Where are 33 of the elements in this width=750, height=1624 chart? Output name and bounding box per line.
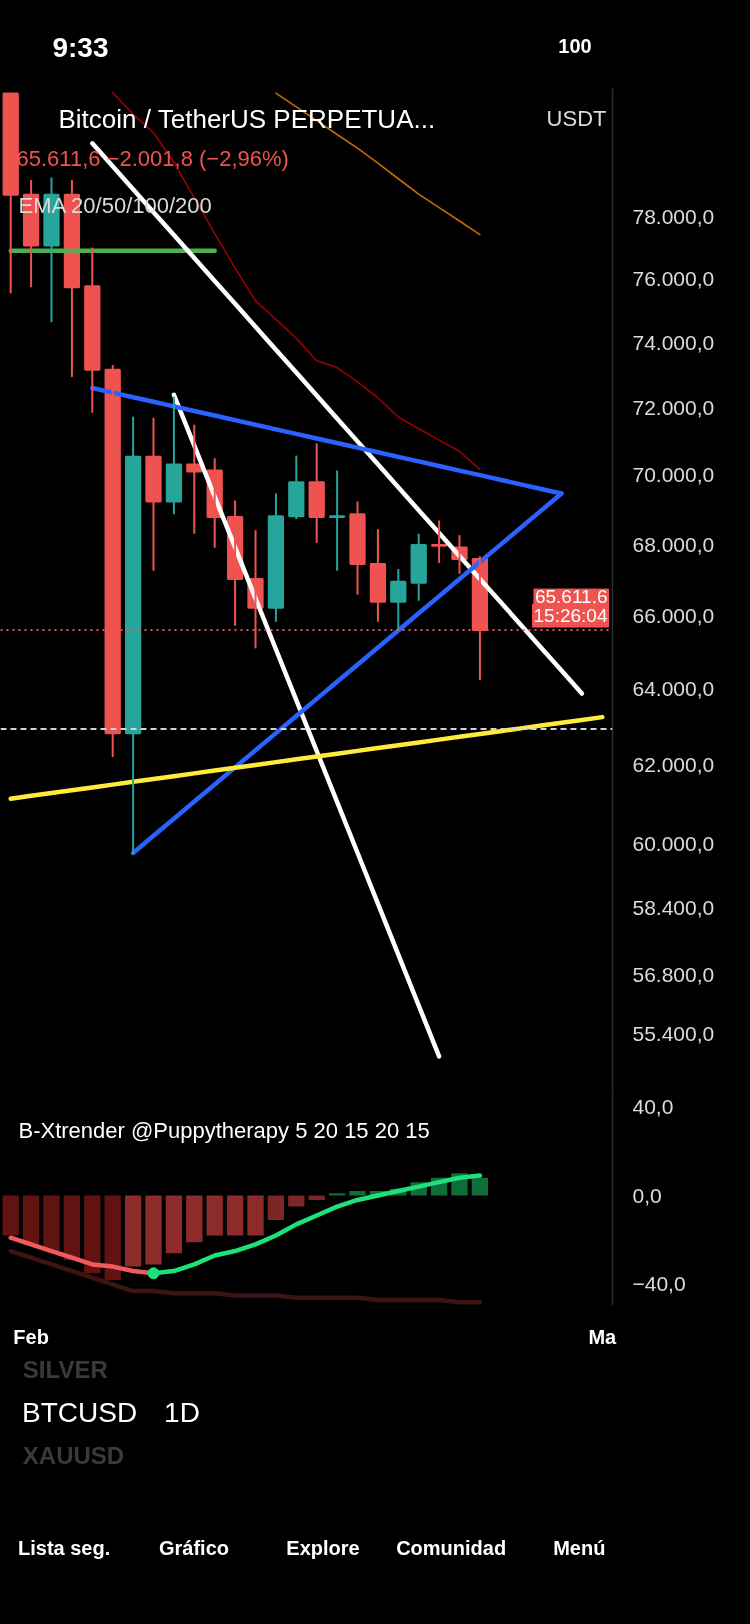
y-tick-label: 64.000,0 — [632, 677, 715, 701]
y-tick-label: 74.000,0 — [632, 330, 715, 354]
text: Menú — [553, 1536, 606, 1559]
text: 9:33 — [52, 32, 109, 63]
y-tick-label: 78.000,0 — [632, 204, 715, 228]
text: Comunidad — [396, 1536, 507, 1559]
text: 1D — [164, 1397, 200, 1428]
y-tick-label: 58.400,0 — [632, 896, 715, 920]
ref-line-label: 65.611,6 — [534, 586, 608, 608]
x-tick-label: Ma — [588, 1325, 618, 1348]
y-tick-label: 56.800,0 — [632, 962, 715, 986]
text: XAUUSD — [22, 1442, 125, 1469]
text: SILVER — [22, 1356, 108, 1383]
y-tick-label: 60.000,0 — [632, 831, 715, 855]
y-tick-label: −40,0 — [632, 1272, 686, 1296]
text: Gráfico — [158, 1536, 230, 1559]
annotation: USDT — [546, 106, 607, 131]
y-tick-label: 72.000,0 — [632, 396, 715, 420]
y-tick-label: 55.400,0 — [632, 1022, 715, 1046]
y-tick-label: 66.000,0 — [632, 603, 715, 627]
annotation: 15:26:04 — [533, 605, 608, 627]
text: Lista seg. — [18, 1536, 111, 1559]
y-tick-label: 68.000,0 — [632, 532, 715, 556]
text: BTCUSD — [22, 1397, 138, 1428]
y-tick-label: 40,0 — [632, 1094, 674, 1118]
text: B-Xtrender @Puppytherapy 5 20 15 20 15 — [18, 1118, 430, 1143]
y-tick-label: 76.000,0 — [632, 266, 715, 290]
text: 100 — [558, 34, 592, 57]
y-tick-label: 0,0 — [632, 1183, 662, 1207]
y-tick-label: 62.000,0 — [632, 753, 715, 777]
text: Explore — [286, 1536, 360, 1559]
y-tick-label: 70.000,0 — [632, 463, 715, 487]
x-tick-label: Feb — [13, 1325, 49, 1348]
